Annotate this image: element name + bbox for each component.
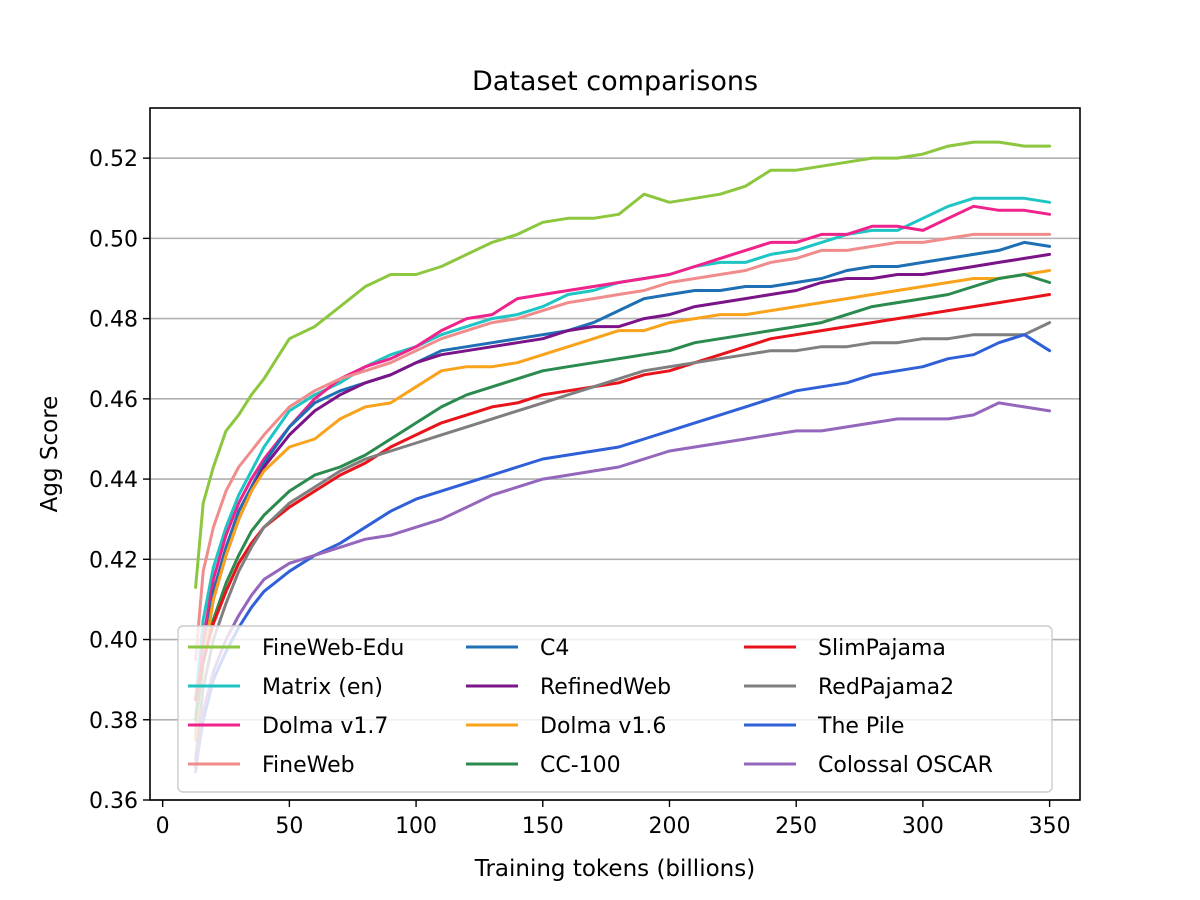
series-line-fineweb-edu	[194, 140, 1052, 589]
y-tick-label: 0.42	[89, 548, 138, 573]
series-line-redpajama2	[194, 321, 1052, 762]
y-tick-label: 0.40	[89, 629, 138, 654]
x-axis-label: Training tokens (billions)	[474, 856, 755, 882]
x-tick-label: 200	[648, 814, 690, 839]
x-tick-label: 150	[522, 814, 564, 839]
x-axis: 0 50 100 150 200 250 300 350	[156, 800, 1071, 839]
y-tick-label: 0.46	[89, 388, 138, 413]
y-tick-label: 0.44	[89, 468, 138, 493]
x-tick-label: 50	[275, 814, 303, 839]
legend: FineWeb-Edu Matrix (en) Dolma v1.7 FineWeb C…	[177, 625, 1053, 793]
legend-label: Matrix (en)	[262, 675, 383, 700]
legend-label: Colossal OSCAR	[818, 753, 993, 778]
series-line-the-pile	[194, 333, 1052, 770]
x-tick-label: 250	[775, 814, 817, 839]
x-tick-label: 0	[156, 814, 170, 839]
series-line-refinedweb	[194, 252, 1052, 742]
legend-label: Dolma v1.6	[540, 714, 666, 739]
y-tick-label: 0.52	[89, 147, 138, 172]
series-line-colossal-oscar	[194, 401, 1052, 774]
legend-label: C4	[540, 636, 569, 661]
x-tick-label: 350	[1029, 814, 1071, 839]
y-tick-label: 0.48	[89, 308, 138, 333]
legend-label: CC-100	[540, 753, 621, 778]
legend-label: Dolma v1.7	[262, 714, 388, 739]
series-line-matrix-en	[194, 196, 1052, 702]
y-tick-label: 0.36	[89, 789, 138, 814]
legend-box	[177, 625, 1053, 793]
series-line-dolma-v1-7	[194, 204, 1052, 722]
x-tick-label: 100	[395, 814, 437, 839]
series-line-fineweb	[194, 232, 1052, 662]
y-axis-label: Agg Score	[37, 396, 63, 513]
legend-label: SlimPajama	[818, 636, 946, 661]
series-line-c4	[194, 240, 1052, 738]
legend-label: The Pile	[817, 714, 904, 739]
legend-label: FineWeb	[262, 753, 355, 778]
x-tick-label: 300	[902, 814, 944, 839]
y-tick-label: 0.38	[89, 709, 138, 734]
y-tick-label: 0.50	[89, 227, 138, 252]
y-axis: 0.36 0.38 0.40 0.42 0.44 0.46 0.48 0.50 0.52	[89, 147, 150, 814]
series-line-dolma-v1-6	[194, 269, 1052, 742]
legend-label: RefinedWeb	[540, 675, 671, 700]
legend-label: FineWeb-Edu	[262, 636, 404, 661]
series-group	[194, 140, 1052, 774]
series-line-cc-100	[194, 273, 1052, 722]
chart-title: Dataset comparisons	[472, 66, 758, 97]
legend-label: RedPajama2	[818, 675, 954, 700]
plot-frame	[149, 107, 1081, 801]
